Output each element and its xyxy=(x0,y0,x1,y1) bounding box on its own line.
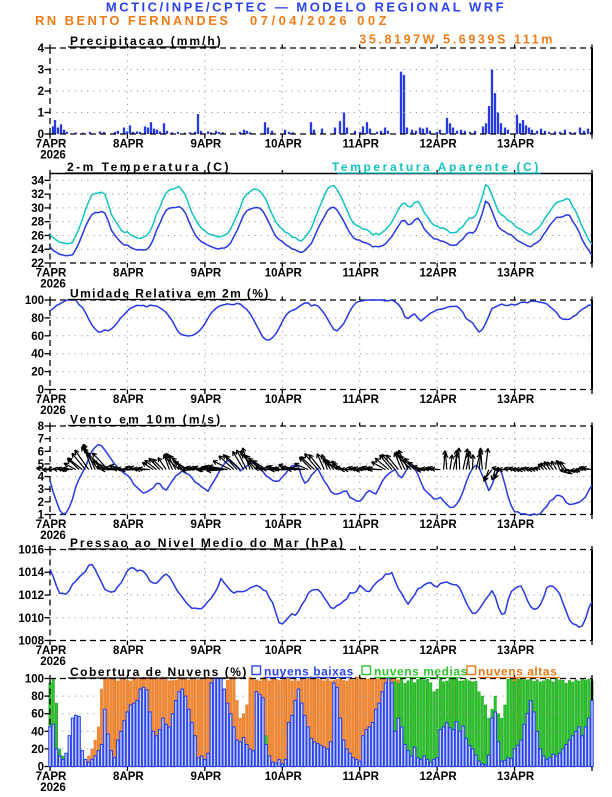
svg-text:10APR: 10APR xyxy=(265,139,303,151)
svg-text:22: 22 xyxy=(31,258,44,270)
svg-text:11APR: 11APR xyxy=(342,645,379,657)
svg-text:4: 4 xyxy=(38,472,45,484)
svg-text:40: 40 xyxy=(31,349,44,361)
svg-text:13APR: 13APR xyxy=(497,394,535,406)
svg-text:11APR: 11APR xyxy=(342,139,379,151)
svg-text:0: 0 xyxy=(38,385,44,397)
svg-text:11APR: 11APR xyxy=(342,771,379,783)
svg-text:2026: 2026 xyxy=(40,656,66,668)
svg-text:12APR: 12APR xyxy=(420,268,458,280)
svg-text:8APR: 8APR xyxy=(113,771,144,783)
svg-text:7APR: 7APR xyxy=(36,394,67,406)
svg-text:8APR: 8APR xyxy=(113,394,144,406)
svg-text:8APR: 8APR xyxy=(113,139,144,151)
svg-text:7APR: 7APR xyxy=(36,139,67,151)
svg-text:5: 5 xyxy=(38,459,45,471)
svg-text:7APR: 7APR xyxy=(36,645,67,657)
svg-text:1016: 1016 xyxy=(18,545,44,557)
svg-text:10APR: 10APR xyxy=(265,519,303,531)
svg-text:9APR: 9APR xyxy=(191,771,222,783)
svg-text:11APR: 11APR xyxy=(342,519,379,531)
svg-text:24: 24 xyxy=(31,244,44,256)
svg-text:60: 60 xyxy=(31,709,44,721)
svg-text:nuvens altas: nuvens altas xyxy=(478,665,557,679)
svg-text:13APR: 13APR xyxy=(497,139,535,151)
svg-text:1: 1 xyxy=(38,510,45,522)
svg-text:4: 4 xyxy=(38,43,45,55)
svg-text:100: 100 xyxy=(25,674,44,686)
svg-text:1008: 1008 xyxy=(18,636,44,648)
svg-text:10APR: 10APR xyxy=(265,645,303,657)
svg-text:34: 34 xyxy=(31,175,44,187)
svg-text:1014: 1014 xyxy=(18,567,44,579)
svg-text:12APR: 12APR xyxy=(420,139,458,151)
svg-text:7APR: 7APR xyxy=(36,771,67,783)
svg-text:30: 30 xyxy=(31,203,44,215)
svg-text:13APR: 13APR xyxy=(497,519,535,531)
svg-text:35.8197W 5.6939S 111m: 35.8197W 5.6939S 111m xyxy=(359,33,555,47)
svg-text:7APR: 7APR xyxy=(36,268,67,280)
svg-text:7APR: 7APR xyxy=(36,519,67,531)
svg-text:60: 60 xyxy=(31,331,44,343)
svg-text:MCTIC/INPE/CPTEC — MODELO REGI: MCTIC/INPE/CPTEC — MODELO REGIONAL WRF xyxy=(106,0,506,15)
svg-text:Umidade Relativa em 2m (%): Umidade Relativa em 2m (%) xyxy=(70,287,270,301)
svg-text:Vento em 10m (m/s): Vento em 10m (m/s) xyxy=(70,413,222,427)
svg-text:12APR: 12APR xyxy=(420,519,458,531)
svg-text:9APR: 9APR xyxy=(191,519,222,531)
svg-text:26: 26 xyxy=(31,231,44,243)
svg-text:8APR: 8APR xyxy=(113,645,144,657)
svg-text:9APR: 9APR xyxy=(191,645,222,657)
svg-text:3: 3 xyxy=(38,484,44,496)
svg-text:Precipitacao (mm/h): Precipitacao (mm/h) xyxy=(70,34,223,48)
svg-text:2: 2 xyxy=(38,86,44,98)
svg-text:3: 3 xyxy=(38,65,44,77)
svg-text:9APR: 9APR xyxy=(191,268,222,280)
svg-text:1: 1 xyxy=(38,108,45,120)
svg-text:nuvens medias: nuvens medias xyxy=(374,665,468,679)
svg-text:2026: 2026 xyxy=(40,150,66,162)
svg-text:2026: 2026 xyxy=(40,782,66,792)
svg-text:Temperatura Aparente (C): Temperatura Aparente (C) xyxy=(332,160,541,174)
svg-text:2026: 2026 xyxy=(40,405,66,417)
svg-text:2: 2 xyxy=(38,497,44,509)
svg-text:10APR: 10APR xyxy=(265,394,303,406)
svg-text:Pressao ao Nivel Medio do Mar: Pressao ao Nivel Medio do Mar (hPa) xyxy=(70,536,345,550)
svg-text:80: 80 xyxy=(31,313,44,325)
svg-text:12APR: 12APR xyxy=(420,394,458,406)
svg-text:2026: 2026 xyxy=(40,279,66,291)
svg-text:13APR: 13APR xyxy=(497,771,535,783)
svg-text:10APR: 10APR xyxy=(265,268,303,280)
svg-text:1012: 1012 xyxy=(18,590,44,602)
svg-text:9APR: 9APR xyxy=(191,139,222,151)
svg-text:nuvens baixas: nuvens baixas xyxy=(264,665,354,679)
svg-text:8APR: 8APR xyxy=(113,268,144,280)
svg-text:28: 28 xyxy=(31,217,44,229)
svg-text:2026: 2026 xyxy=(40,530,66,542)
svg-text:07/04/2026 00Z: 07/04/2026 00Z xyxy=(250,13,390,28)
svg-text:11APR: 11APR xyxy=(342,394,379,406)
svg-text:1010: 1010 xyxy=(18,613,44,625)
svg-text:100: 100 xyxy=(25,295,44,307)
svg-text:10APR: 10APR xyxy=(265,771,303,783)
svg-text:9APR: 9APR xyxy=(191,394,222,406)
svg-text:12APR: 12APR xyxy=(420,771,458,783)
svg-text:13APR: 13APR xyxy=(497,268,535,280)
svg-text:13APR: 13APR xyxy=(497,645,535,657)
svg-text:40: 40 xyxy=(31,726,44,738)
svg-text:32: 32 xyxy=(31,189,44,201)
svg-text:0: 0 xyxy=(38,762,44,774)
svg-text:0: 0 xyxy=(38,129,44,141)
svg-text:20: 20 xyxy=(31,367,44,379)
svg-text:7: 7 xyxy=(38,434,44,446)
svg-text:Cobertura de Nuvens (%): Cobertura de Nuvens (%) xyxy=(70,665,248,679)
svg-text:6: 6 xyxy=(38,446,44,458)
svg-text:12APR: 12APR xyxy=(420,645,458,657)
svg-text:20: 20 xyxy=(31,744,44,756)
svg-text:2-m Temperatura (C): 2-m Temperatura (C) xyxy=(67,160,231,174)
svg-text:8: 8 xyxy=(38,421,45,433)
svg-text:80: 80 xyxy=(31,691,44,703)
svg-text:RN BENTO FERNANDES: RN BENTO FERNANDES xyxy=(35,13,230,28)
svg-text:8APR: 8APR xyxy=(113,519,144,531)
svg-text:11APR: 11APR xyxy=(342,268,379,280)
